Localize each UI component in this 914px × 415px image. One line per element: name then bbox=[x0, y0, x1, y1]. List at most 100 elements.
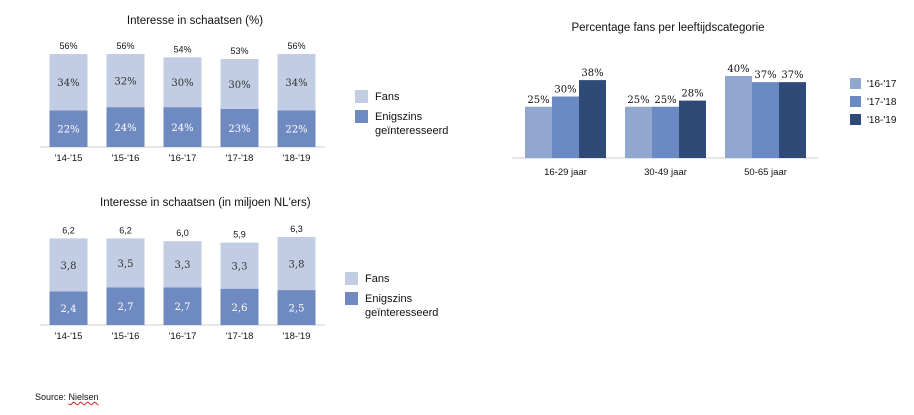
chart3-bar bbox=[725, 76, 752, 158]
legend-label-fans: Fans bbox=[375, 91, 400, 103]
chart2-data-label-fans: 3,8 bbox=[289, 260, 305, 271]
legend-swatch-enigszins bbox=[345, 292, 358, 305]
chart2-total-label: 6,2 bbox=[62, 225, 75, 235]
chart2-data-label-fans: 3,8 bbox=[61, 261, 77, 272]
chart1-legend-fans: Fans bbox=[355, 90, 448, 104]
chart2-x-tick-label: '15-'16 bbox=[112, 331, 140, 342]
chart1-total-label: 56% bbox=[59, 41, 77, 51]
chart2-data-label-enigszins: 2,7 bbox=[175, 302, 191, 313]
chart2-bar-fans bbox=[277, 237, 316, 291]
chart1-total-label: 53% bbox=[230, 46, 248, 56]
chart1-bar-fans bbox=[163, 57, 202, 108]
chart1-bar-enigszins bbox=[49, 110, 88, 147]
chart3-legend-1819: '18-'19 bbox=[850, 114, 896, 127]
legend-swatch-fans bbox=[355, 90, 368, 103]
chart3-bar bbox=[579, 80, 606, 158]
chart2-legend-fans: Fans bbox=[345, 272, 438, 286]
chart3-title: Percentage fans per leeftijdscategorie bbox=[571, 22, 765, 34]
chart2-total-label: 6,2 bbox=[119, 225, 132, 235]
chart2-total-label: 6,3 bbox=[290, 224, 303, 234]
chart3-bar bbox=[779, 82, 806, 158]
source-prefix: Source: bbox=[35, 392, 69, 402]
chart2-data-label-fans: 3,3 bbox=[175, 260, 191, 271]
chart1-data-label-fans: 34% bbox=[57, 78, 79, 89]
chart1-data-label-fans: 34% bbox=[285, 78, 307, 89]
chart1-bar-fans bbox=[277, 54, 316, 111]
chart2-legend: Fans Enigszins geïnteresseerd bbox=[345, 272, 438, 326]
chart1-bar-fans bbox=[49, 54, 88, 111]
chart2-bar-fans bbox=[49, 238, 88, 292]
chart3-legend-1718: '17-'18 bbox=[850, 96, 896, 109]
legend-label-1617: '16-'17 bbox=[867, 79, 897, 90]
chart3-bar bbox=[652, 106, 679, 158]
chart1-data-label-enigszins: 22% bbox=[285, 125, 307, 136]
chart1-data-label-fans: 30% bbox=[171, 78, 193, 89]
chart2-data-label-enigszins: 2,5 bbox=[289, 304, 305, 315]
legend-swatch-1617 bbox=[850, 78, 861, 89]
chart2-x-tick-label: '18-'19 bbox=[283, 331, 311, 342]
chart3-data-label: 37% bbox=[754, 70, 776, 81]
chart3-bar bbox=[625, 106, 652, 158]
chart2-title: Interesse in schaatsen (in miljoen NL'er… bbox=[100, 197, 311, 209]
chart1-data-label-enigszins: 24% bbox=[114, 123, 136, 134]
chart1-bar-fans bbox=[106, 54, 145, 108]
chart1-data-label-enigszins: 23% bbox=[228, 124, 250, 135]
chart3-bar bbox=[679, 100, 706, 158]
chart2-data-label-fans: 3,3 bbox=[232, 262, 248, 273]
chart3-legend: '16-'17 '17-'18 '18-'19 bbox=[850, 78, 896, 132]
chart3-data-label: 25% bbox=[627, 95, 649, 106]
chart3-bar bbox=[552, 96, 579, 158]
chart2-total-label: 5,9 bbox=[233, 230, 246, 240]
chart2-bar-fans bbox=[220, 242, 259, 289]
chart1-total-label: 56% bbox=[287, 41, 305, 51]
chart3-bar bbox=[525, 106, 552, 158]
chart2-x-tick-label: '14-'15 bbox=[55, 331, 83, 342]
chart3-x-tick-label: 30-49 jaar bbox=[644, 167, 687, 178]
chart2-legend-enigszins: Enigszins geïnteresseerd bbox=[345, 292, 438, 320]
chart1-title: Interesse in schaatsen (%) bbox=[126, 15, 264, 27]
chart1-data-label-fans: 30% bbox=[228, 80, 250, 91]
legend-swatch-enigszins bbox=[355, 110, 368, 123]
chart2-total-label: 6,0 bbox=[176, 228, 189, 238]
chart1-x-tick-label: '17-'18 bbox=[226, 153, 254, 164]
chart3-legend-1617: '16-'17 bbox=[850, 78, 896, 91]
source-name: Nielsen bbox=[68, 392, 99, 402]
chart1-x-tick-label: '14-'15 bbox=[55, 153, 83, 164]
chart2-data-label-fans: 3,5 bbox=[118, 259, 134, 270]
chart1-bar-enigszins bbox=[163, 107, 202, 147]
chart1-bar-enigszins bbox=[277, 110, 316, 147]
legend-label-fans: Fans bbox=[365, 273, 390, 285]
legend-swatch-1718 bbox=[850, 96, 861, 107]
chart3-data-label: 25% bbox=[654, 95, 676, 106]
chart2-bar-enigszins bbox=[220, 288, 259, 325]
chart2-bar-fans bbox=[163, 241, 202, 288]
chart2-data-label-enigszins: 2,6 bbox=[232, 303, 248, 314]
chart3-data-label: 40% bbox=[727, 64, 749, 75]
chart2-bar-enigszins bbox=[49, 291, 88, 325]
chart3-x-tick-label: 16-29 jaar bbox=[544, 167, 587, 178]
chart3-data-label: 28% bbox=[681, 89, 703, 100]
chart1-bar-enigszins bbox=[220, 108, 259, 147]
chart1-legend-enigszins: Enigszins geïnteresseerd bbox=[355, 110, 448, 138]
chart1-data-label-enigszins: 24% bbox=[171, 123, 193, 134]
chart3-x-tick-label: 50-65 jaar bbox=[744, 167, 787, 178]
chart1-bar-fans bbox=[220, 58, 259, 109]
chart1-x-tick-label: '15-'16 bbox=[112, 153, 140, 164]
chart2-data-label-enigszins: 2,7 bbox=[118, 302, 134, 313]
chart1-total-label: 56% bbox=[116, 41, 134, 51]
chart3-data-label: 30% bbox=[554, 85, 576, 96]
chart1-x-tick-label: '16-'17 bbox=[169, 153, 197, 164]
chart2-bar-enigszins bbox=[277, 290, 316, 325]
source-note: Source: Nielsen bbox=[35, 392, 99, 402]
legend-swatch-1819 bbox=[850, 114, 861, 125]
legend-label-1718: '17-'18 bbox=[867, 97, 897, 108]
chart2-bar-enigszins bbox=[163, 287, 202, 325]
chart1-total-label: 54% bbox=[173, 44, 191, 54]
chart2-data-label-enigszins: 2,4 bbox=[61, 304, 77, 315]
chart1-data-label-fans: 32% bbox=[114, 77, 136, 88]
chart2-bar-enigszins bbox=[106, 287, 145, 325]
chart1-x-tick-label: '18-'19 bbox=[283, 153, 311, 164]
chart2-x-tick-label: '17-'18 bbox=[226, 331, 254, 342]
